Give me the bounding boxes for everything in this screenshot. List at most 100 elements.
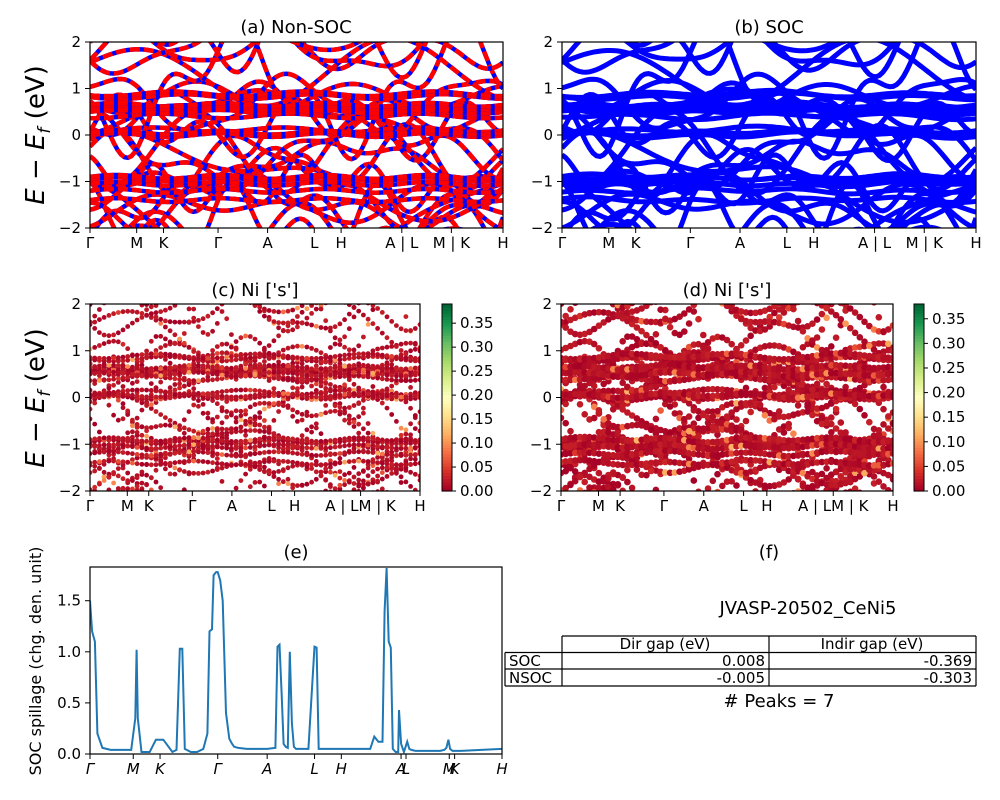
projection-point bbox=[880, 483, 887, 490]
projection-point bbox=[813, 344, 821, 351]
projection-point bbox=[561, 406, 565, 414]
projection-point bbox=[214, 437, 220, 443]
projection-point bbox=[210, 364, 216, 370]
projection-point bbox=[562, 324, 569, 331]
xtick-label-c: A | LM | K bbox=[325, 497, 397, 515]
projection-point bbox=[186, 435, 192, 441]
projection-point bbox=[337, 404, 343, 410]
projection-point bbox=[647, 335, 655, 343]
projection-point bbox=[252, 351, 258, 357]
projection-point bbox=[304, 461, 310, 467]
projection-point bbox=[328, 445, 333, 451]
projection-point bbox=[342, 491, 347, 496]
projection-point bbox=[375, 392, 380, 398]
projection-point bbox=[323, 389, 329, 395]
xtick-label-a: L bbox=[310, 234, 319, 252]
projection-point bbox=[756, 401, 764, 409]
soc-band-line bbox=[562, 178, 976, 190]
projection-point bbox=[238, 424, 244, 430]
projection-point bbox=[299, 444, 305, 450]
projection-point bbox=[285, 354, 291, 359]
projection-point bbox=[120, 459, 126, 465]
projection-point bbox=[856, 473, 864, 480]
projection-point bbox=[847, 324, 854, 332]
projection-point bbox=[624, 478, 631, 486]
projection-point bbox=[205, 459, 211, 465]
projection-point bbox=[609, 469, 617, 476]
projection-point bbox=[210, 392, 216, 398]
projection-point bbox=[295, 355, 300, 360]
projection-point bbox=[889, 354, 893, 361]
projection-point bbox=[186, 363, 192, 368]
projection-point bbox=[271, 442, 277, 448]
projection-point bbox=[115, 330, 121, 336]
projection-point bbox=[304, 452, 310, 458]
projection-point bbox=[313, 373, 319, 379]
projection-point bbox=[276, 376, 281, 382]
projection-point bbox=[167, 460, 173, 466]
projection-point bbox=[828, 471, 835, 479]
ytick-label-b: 0 bbox=[543, 126, 553, 144]
projection-point bbox=[394, 378, 399, 383]
projection-point bbox=[328, 461, 333, 467]
projection-point bbox=[775, 306, 783, 313]
projection-point bbox=[851, 400, 859, 408]
projection-point bbox=[299, 355, 305, 361]
projection-point bbox=[266, 426, 272, 432]
projection-point bbox=[214, 372, 220, 377]
projection-point bbox=[747, 332, 754, 340]
projection-point bbox=[379, 372, 385, 377]
projection-point bbox=[238, 373, 244, 379]
projection-point bbox=[177, 385, 183, 391]
projection-point bbox=[139, 452, 145, 458]
projection-point bbox=[111, 435, 116, 441]
projection-point bbox=[238, 356, 244, 362]
projection-point bbox=[92, 345, 98, 350]
projection-point bbox=[243, 418, 249, 424]
projection-point bbox=[662, 347, 669, 355]
projection-point bbox=[809, 487, 816, 491]
projection-point bbox=[389, 458, 395, 464]
projection-point bbox=[766, 323, 773, 330]
projection-point bbox=[186, 354, 192, 360]
projection-point bbox=[771, 355, 778, 363]
projection-point bbox=[120, 436, 126, 441]
projection-point bbox=[106, 377, 112, 383]
projection-point bbox=[375, 375, 380, 381]
projection-point bbox=[562, 363, 569, 371]
projection-point bbox=[214, 393, 220, 398]
projection-point bbox=[723, 336, 731, 344]
projection-point bbox=[247, 428, 253, 433]
projection-point bbox=[318, 446, 324, 451]
projection-point bbox=[134, 461, 140, 467]
projection-point bbox=[280, 467, 286, 473]
band-line-red bbox=[288, 42, 364, 53]
projection-point bbox=[799, 469, 807, 477]
xtick-label-c: M bbox=[121, 497, 134, 515]
projection-point bbox=[351, 351, 357, 357]
projection-point bbox=[92, 468, 98, 474]
projection-point bbox=[233, 387, 239, 393]
projection-point bbox=[148, 402, 154, 407]
projection-point bbox=[200, 355, 206, 361]
projection-point bbox=[723, 413, 731, 420]
projection-point bbox=[299, 320, 305, 326]
projection-point bbox=[356, 430, 362, 436]
projection-point bbox=[111, 442, 116, 448]
projection-point bbox=[870, 372, 878, 379]
projection-point bbox=[115, 417, 121, 423]
projection-point bbox=[384, 377, 390, 382]
projection-point bbox=[280, 347, 286, 353]
xtick-label-c: Γ bbox=[86, 497, 95, 515]
projection-point bbox=[384, 465, 390, 471]
projection-point bbox=[224, 427, 230, 432]
ytick-label-c: −1 bbox=[59, 435, 81, 453]
projection-point bbox=[177, 370, 183, 376]
projection-point bbox=[389, 438, 395, 444]
projection-point bbox=[115, 339, 121, 345]
projection-point bbox=[257, 351, 263, 357]
projection-point bbox=[153, 462, 159, 468]
projection-point bbox=[823, 370, 830, 377]
projection-point bbox=[120, 405, 126, 411]
projection-point bbox=[205, 443, 211, 449]
